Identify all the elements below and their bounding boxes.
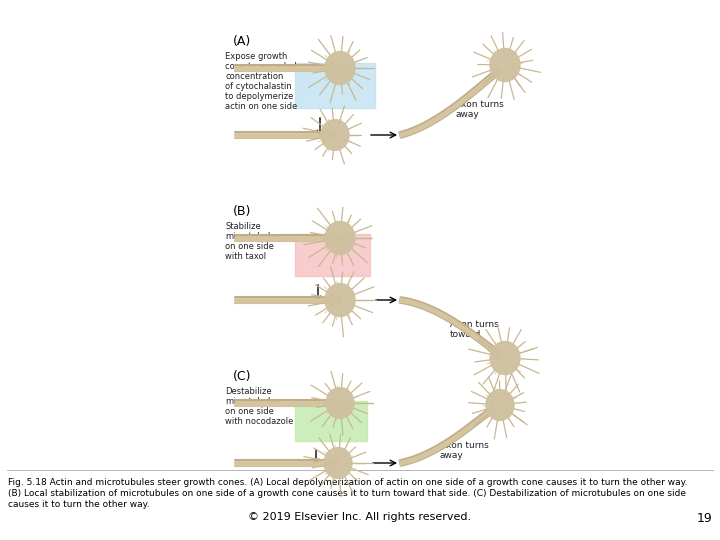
Ellipse shape: [324, 448, 352, 478]
Text: causes it to turn the other way.: causes it to turn the other way.: [8, 500, 150, 509]
Text: microtubules: microtubules: [225, 397, 280, 406]
Text: actin on one side: actin on one side: [225, 102, 297, 111]
Text: Axon turns
away: Axon turns away: [440, 441, 489, 461]
Text: (B): (B): [233, 205, 251, 218]
Text: microtubules: microtubules: [225, 232, 280, 241]
Ellipse shape: [490, 49, 520, 82]
Text: (C): (C): [233, 370, 251, 383]
Text: © 2019 Elsevier Inc. All rights reserved.: © 2019 Elsevier Inc. All rights reserved…: [248, 512, 472, 522]
Text: concentration: concentration: [225, 72, 284, 81]
Ellipse shape: [325, 51, 355, 84]
Text: Fig. 5.18 Actin and microtubules steer growth cones. (A) Local depolymerization : Fig. 5.18 Actin and microtubules steer g…: [8, 478, 688, 487]
Text: Stabilize: Stabilize: [225, 222, 261, 231]
Text: Expose growth: Expose growth: [225, 52, 287, 61]
Bar: [295, 234, 370, 276]
Text: (B) Local stabilization of microtubules on one side of a growth cone causes it t: (B) Local stabilization of microtubules …: [8, 489, 686, 498]
Text: with nocodazole: with nocodazole: [225, 417, 293, 426]
Text: with taxol: with taxol: [225, 252, 266, 261]
Text: of cytochalastin: of cytochalastin: [225, 82, 292, 91]
Ellipse shape: [486, 389, 514, 421]
Ellipse shape: [321, 119, 349, 151]
Ellipse shape: [325, 284, 355, 316]
Ellipse shape: [325, 221, 355, 254]
Ellipse shape: [326, 388, 354, 418]
Text: Destabilize: Destabilize: [225, 387, 271, 396]
Text: on one side: on one side: [225, 242, 274, 251]
Text: (A): (A): [233, 35, 251, 48]
Text: on one side: on one side: [225, 407, 274, 416]
Text: cone to a graded: cone to a graded: [225, 62, 297, 71]
Text: to depolymerize: to depolymerize: [225, 92, 293, 101]
Bar: [295, 401, 367, 441]
Text: Axon turns
toward: Axon turns toward: [450, 320, 499, 340]
Bar: [295, 63, 375, 108]
Text: Axon turns
away: Axon turns away: [455, 100, 504, 119]
Text: 19: 19: [696, 512, 712, 525]
Ellipse shape: [490, 341, 520, 375]
